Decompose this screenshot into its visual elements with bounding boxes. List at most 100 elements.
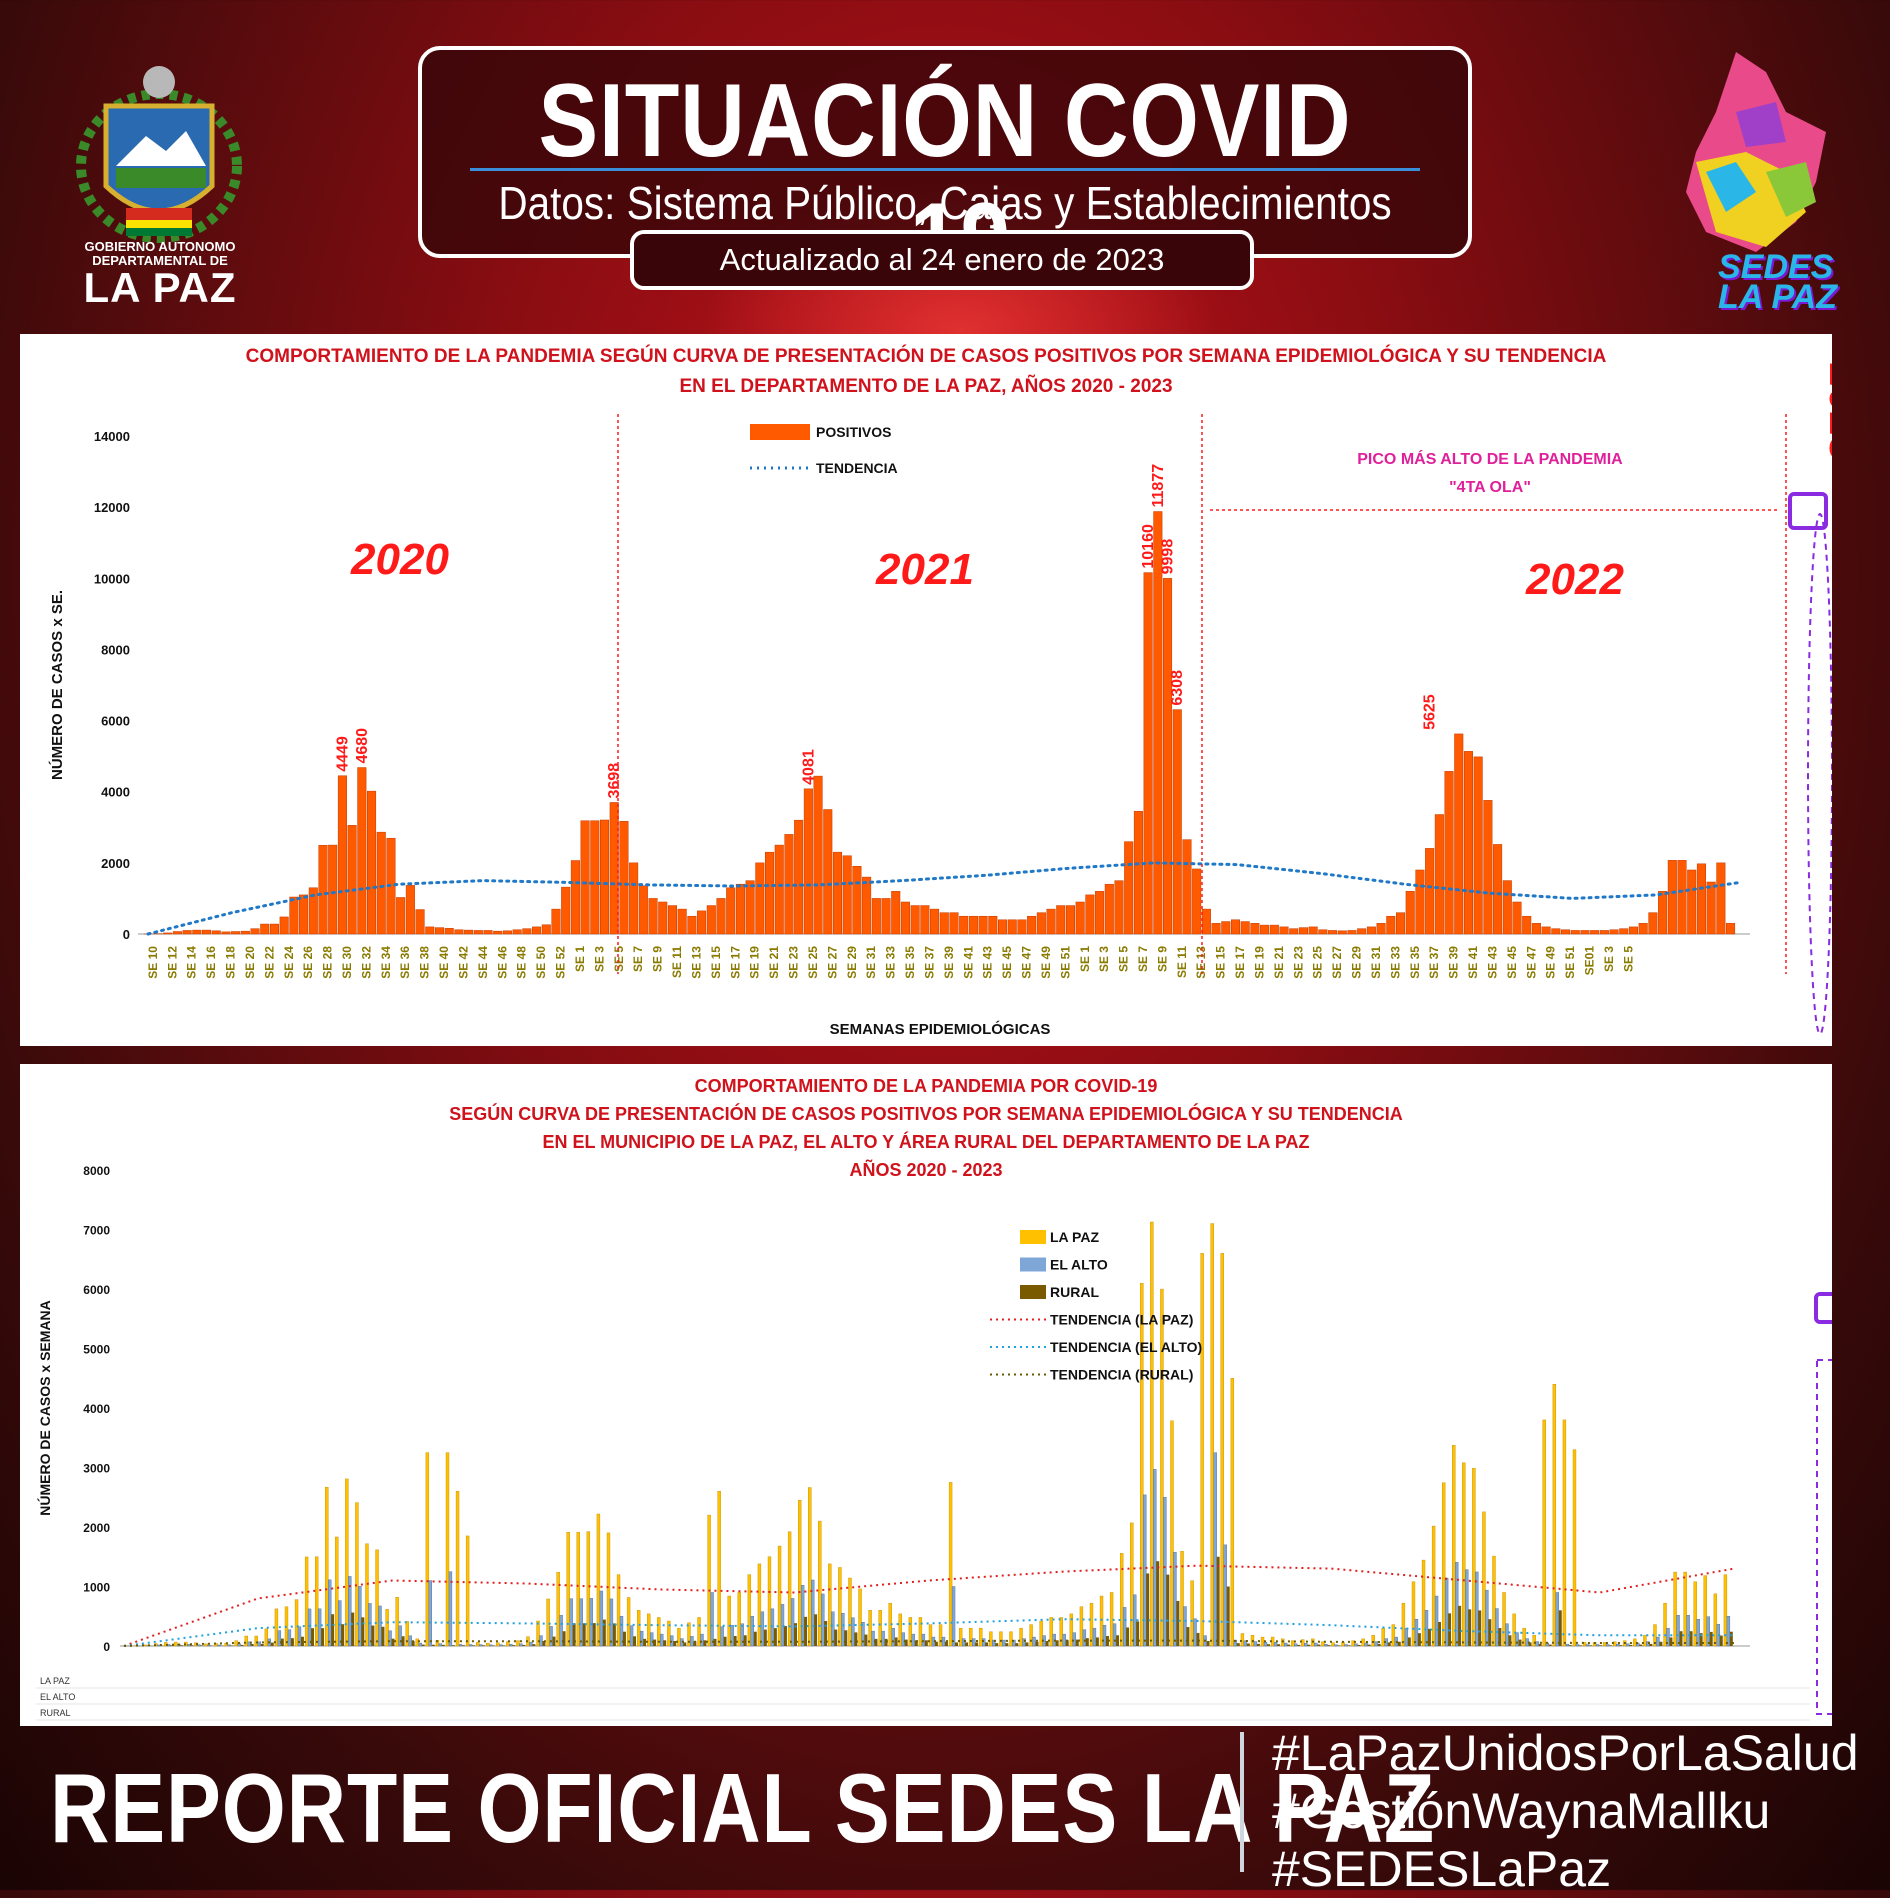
bar-rural [1267, 1644, 1270, 1646]
bar [1357, 929, 1366, 934]
x-tick-label: SE 5 [612, 946, 626, 972]
bar [231, 932, 240, 934]
bar [756, 863, 765, 934]
bar-la-paz [1432, 1526, 1435, 1646]
bar-la-paz [929, 1625, 932, 1646]
bar-la-paz [446, 1453, 449, 1646]
bar-rural [764, 1630, 767, 1646]
bar-la-paz [1533, 1635, 1536, 1646]
bar [1687, 870, 1696, 934]
bar-rural [482, 1645, 485, 1646]
bar-el-alto [650, 1633, 653, 1646]
bar-la-paz [859, 1589, 862, 1646]
bar-la-paz [1140, 1283, 1143, 1646]
bar-el-alto [570, 1599, 573, 1646]
bar-rural [1519, 1640, 1522, 1646]
bar-la-paz [1080, 1607, 1083, 1646]
bar [561, 887, 570, 934]
bar-el-alto [1465, 1570, 1468, 1646]
bar-rural [402, 1636, 405, 1646]
bar [173, 932, 182, 934]
bar-el-alto [1324, 1644, 1327, 1646]
x-tick-label: SE01 [1583, 946, 1597, 976]
bar-el-alto [942, 1637, 945, 1646]
x-tick-label: SE 33 [884, 946, 898, 979]
bar [658, 902, 667, 934]
bar-el-alto [912, 1634, 915, 1646]
bar-rural [1418, 1633, 1421, 1646]
bar [241, 931, 250, 934]
y-tick-label: 2000 [101, 856, 130, 871]
bar-el-alto [630, 1626, 633, 1646]
bar-el-alto [731, 1625, 734, 1646]
bar-la-paz [1553, 1384, 1556, 1646]
bar-la-paz [949, 1482, 952, 1646]
highlight-ellipse [1808, 514, 1832, 1034]
bar-rural [1096, 1637, 1099, 1646]
bar [542, 925, 551, 934]
bar-el-alto [419, 1643, 422, 1646]
x-tick-label: SE 7 [1136, 946, 1150, 972]
bar [765, 852, 774, 934]
bar-el-alto [821, 1594, 824, 1646]
bar-rural [623, 1632, 626, 1646]
bar [921, 906, 930, 934]
bar-el-alto [187, 1644, 190, 1646]
bar [1396, 913, 1405, 934]
bar [396, 897, 405, 934]
x-tick-label: SE 16 [204, 946, 218, 979]
bar-rural [1398, 1642, 1401, 1646]
footer-report: REPORTE OFICIAL SEDES LA PAZ [50, 1752, 1435, 1865]
bar [1183, 840, 1192, 934]
bar [1474, 757, 1483, 934]
bar-rural [1347, 1645, 1350, 1646]
x-tick-label: SE 40 [437, 946, 451, 979]
bar-la-paz [597, 1514, 600, 1646]
bar-la-paz [637, 1610, 640, 1646]
data-label: 4081 [800, 749, 817, 785]
bar-el-alto [1274, 1642, 1277, 1646]
bar [1435, 815, 1444, 934]
bar [1134, 811, 1143, 934]
peak-annotation: PICO MÁS ALTO DE LA PANDEMIA [1357, 449, 1623, 468]
bar-rural [1720, 1636, 1723, 1646]
data-label: 4680 [354, 728, 371, 764]
bar-rural [1217, 1557, 1220, 1646]
bar [1008, 920, 1017, 934]
bar-rural [532, 1644, 535, 1646]
bar [464, 930, 473, 934]
bar-rural [241, 1645, 244, 1646]
bar-rural [1669, 1637, 1672, 1646]
legend-label-positivos: POSITIVOS [816, 424, 891, 440]
x-tick-label: SE 15 [1214, 946, 1228, 979]
bar [911, 906, 920, 934]
x-tick-label: SE 15 [709, 946, 723, 979]
y-tick-label: 4000 [101, 785, 130, 800]
bar-la-paz [486, 1643, 489, 1646]
bar-el-alto [1495, 1609, 1498, 1646]
hand-pointer-icon [1790, 494, 1826, 528]
bar-la-paz [496, 1643, 499, 1646]
bar-la-paz [1694, 1582, 1697, 1646]
y-tick-label: 1000 [83, 1581, 110, 1595]
bar-el-alto [1294, 1644, 1297, 1646]
x-tick-label: SE 23 [1291, 946, 1305, 979]
bar-rural [834, 1630, 837, 1646]
bar-el-alto [439, 1644, 442, 1646]
bar-rural [1207, 1641, 1210, 1646]
x-tick-label: SE 34 [379, 946, 393, 979]
bar-rural [1710, 1632, 1713, 1646]
bar-la-paz [1040, 1621, 1043, 1646]
bar-el-alto [1485, 1590, 1488, 1646]
bar-el-alto [288, 1630, 291, 1646]
bar-la-paz [366, 1544, 369, 1646]
bar [455, 930, 464, 934]
bar [969, 916, 978, 934]
bar-la-paz [1442, 1483, 1445, 1646]
bar-la-paz [1150, 1222, 1153, 1646]
bar-rural [432, 1645, 435, 1646]
x-tick-label: SE 11 [1175, 946, 1189, 978]
bar [1260, 925, 1269, 934]
bar-rural [1569, 1645, 1572, 1646]
bar [1600, 930, 1609, 934]
